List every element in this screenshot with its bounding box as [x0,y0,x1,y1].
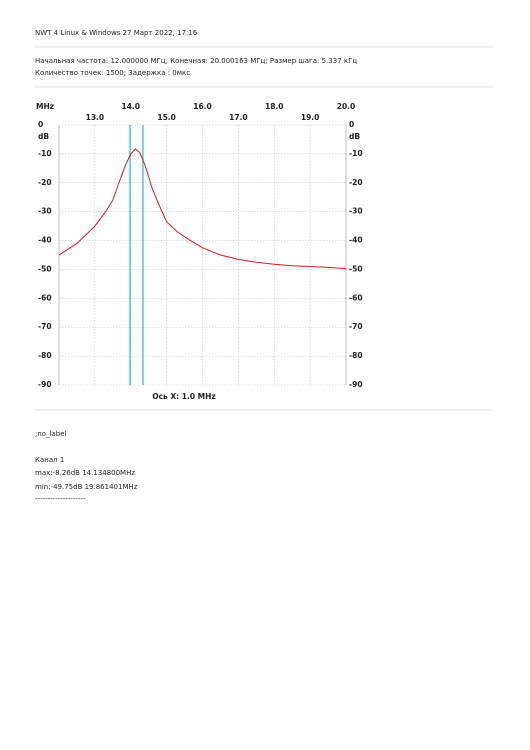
settings-line: Количество точек: 1500; Задержка : 0мкс [35,69,190,77]
y-tick-label: -20 [349,178,363,187]
y-tick-label: 0 [38,120,43,129]
y-tick-label: -20 [38,178,52,187]
channel: Канал 1 [35,456,64,464]
x-tick-label: 13.0 [86,113,105,122]
x-tick-label: 18.0 [265,102,284,111]
y-unit: dB [38,132,49,141]
x-unit: MHz [36,102,54,111]
footer-label: ;no_label [35,430,67,438]
y-tick-label: 0 [349,120,354,129]
x-tick-label: 15.0 [157,113,176,122]
y-tick-label: -40 [349,236,363,245]
y-tick-label: -10 [349,149,363,158]
x-tick-label: 14.0 [121,102,140,111]
y-tick-label: -70 [38,322,52,331]
y-unit: dB [349,132,360,141]
y-tick-label: -90 [38,380,52,389]
y-tick-label: -40 [38,236,52,245]
y-tick-label: -80 [38,351,52,360]
settings-line: Начальная частота: 12.000000 МГц; Конечн… [35,57,357,65]
y-tick-label: -70 [349,322,363,331]
program-line: NWT 4 Linux & Windows 27 Март 2022, 17:1… [35,29,198,37]
x-tick-label: 20.0 [337,102,356,111]
y-tick-label: -60 [349,293,363,302]
x-axis-label: Ось X: 1.0 MHz [152,392,216,401]
y-tick-label: -30 [38,207,52,216]
y-tick-label: -60 [38,293,52,302]
y-tick-label: -80 [349,351,363,360]
y-tick-label: -90 [349,380,363,389]
max-line: max:-8.26dB 14.134800MHz [35,469,135,477]
x-tick-label: 16.0 [193,102,212,111]
x-tick-label: 19.0 [301,113,320,122]
min-line: min:-49.75dB 19.861401MHz [35,483,138,491]
rule: -------------------- [35,495,86,503]
y-tick-label: -10 [38,149,52,158]
trace [58,148,347,270]
y-tick-label: -50 [349,264,363,273]
y-tick-label: -50 [38,264,52,273]
y-tick-label: -30 [349,207,363,216]
x-tick-label: 17.0 [229,113,248,122]
